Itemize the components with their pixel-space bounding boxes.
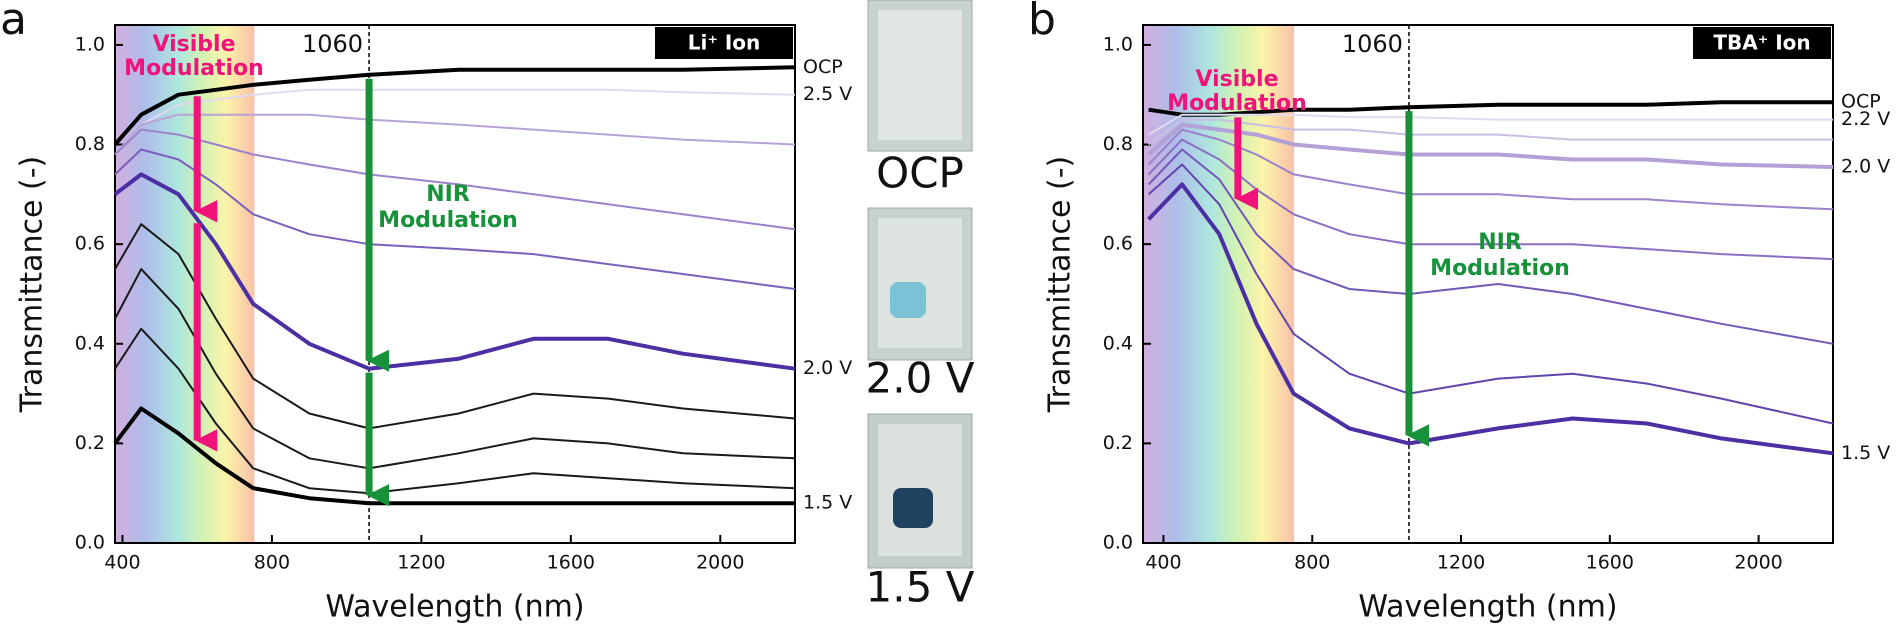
nir-annotation: NIR [1478,230,1522,255]
series-line [114,128,796,231]
visible-annotation: Visible [152,32,235,57]
y-axis-label: Transmittance (-) [15,156,50,413]
x-tick-label: 2000 [696,552,744,574]
series-end-label: OCP [1841,91,1881,113]
ion-label: TBA⁺ Ion [1713,31,1810,55]
visible-annotation: Visible [1195,67,1278,92]
series-line [114,113,796,156]
marker-label: 1060 [302,30,363,58]
y-tick-label: 0.2 [1103,432,1133,454]
series-line [1147,182,1834,456]
photo-spot [890,282,926,318]
photo-label: 2.0 V [866,354,975,403]
series-end-label: 1.5 V [803,492,852,514]
ion-label: Li⁺ Ion [688,31,761,55]
panel-letter: a [0,0,27,45]
x-tick-label: 1200 [1437,552,1485,574]
series-line [1148,118,1833,146]
x-tick-label: 1600 [1586,552,1634,574]
ion-box [1693,27,1831,59]
photo-label: 1.5 V [866,563,975,612]
series-line [1147,122,1834,169]
x-tick-label: 1600 [547,552,595,574]
series-line [114,268,796,470]
y-axis-label: Transmittance (-) [1043,156,1078,413]
series-line [114,148,796,290]
nir-annotation: NIR [426,182,470,207]
plot-frame [1142,24,1834,544]
x-tick-label: 400 [1145,552,1181,574]
y-tick-label: 0.0 [75,532,105,554]
photo-label: OCP [876,149,964,198]
x-tick-label: 1200 [397,552,445,574]
series-line [113,406,795,506]
photo-film [878,10,962,140]
y-tick-label: 0.4 [1103,332,1133,354]
series-line [114,223,796,430]
nir-annotation: Modulation [1430,256,1570,281]
y-tick-label: 0.0 [1103,532,1133,554]
series-end-label: 2.5 V [803,83,852,105]
series-end-label: 1.5 V [1841,442,1890,464]
series-line [1148,113,1833,136]
x-axis-label: Wavelength (nm) [325,590,584,625]
series-end-label: OCP [803,56,843,78]
visible-band [115,25,255,543]
x-tick-label: 400 [104,552,140,574]
chart-panel: 0.0 0.2 0.4 0.6 0.8 1.0 400 800 1200 1600 2000 Wave… [15,24,852,625]
marker-label: 1060 [1342,30,1403,58]
x-axis-label: Wavelength (nm) [1358,590,1617,625]
series-end-label: 2.0 V [803,357,852,379]
series-line [1147,128,1834,211]
x-tick-label: 2000 [1734,552,1782,574]
x-tick-label: 800 [254,552,290,574]
chart-panel: 0.0 0.2 0.4 0.6 0.8 1.0 400 800 1200 1600 2000 Wave… [1043,24,1890,625]
series-end-label: 2.0 V [1841,155,1890,177]
y-tick-label: 0.6 [75,233,105,255]
plot-frame [114,24,796,544]
photo-spot [893,488,933,528]
nir-annotation: Modulation [378,208,518,233]
series-line [1147,148,1834,345]
series-line [1147,138,1834,261]
series-line [114,327,796,495]
visible-annotation: Modulation [124,56,264,81]
y-tick-label: 0.8 [75,133,105,155]
y-tick-label: 0.4 [75,332,105,354]
y-tick-label: 0.8 [1103,133,1133,155]
series-line [113,172,796,371]
series-end-label: 2.2 V [1841,108,1890,130]
y-tick-label: 0.6 [1103,233,1133,255]
x-tick-label: 800 [1294,552,1330,574]
series-line [113,65,796,146]
panel-letter: b [1028,0,1056,45]
y-tick-label: 1.0 [1103,33,1133,55]
series-line [1147,163,1834,425]
ion-box [655,27,793,59]
y-tick-label: 1.0 [75,33,105,55]
visible-annotation: Modulation [1167,91,1307,116]
series-line [114,88,796,156]
y-tick-label: 0.2 [75,432,105,454]
